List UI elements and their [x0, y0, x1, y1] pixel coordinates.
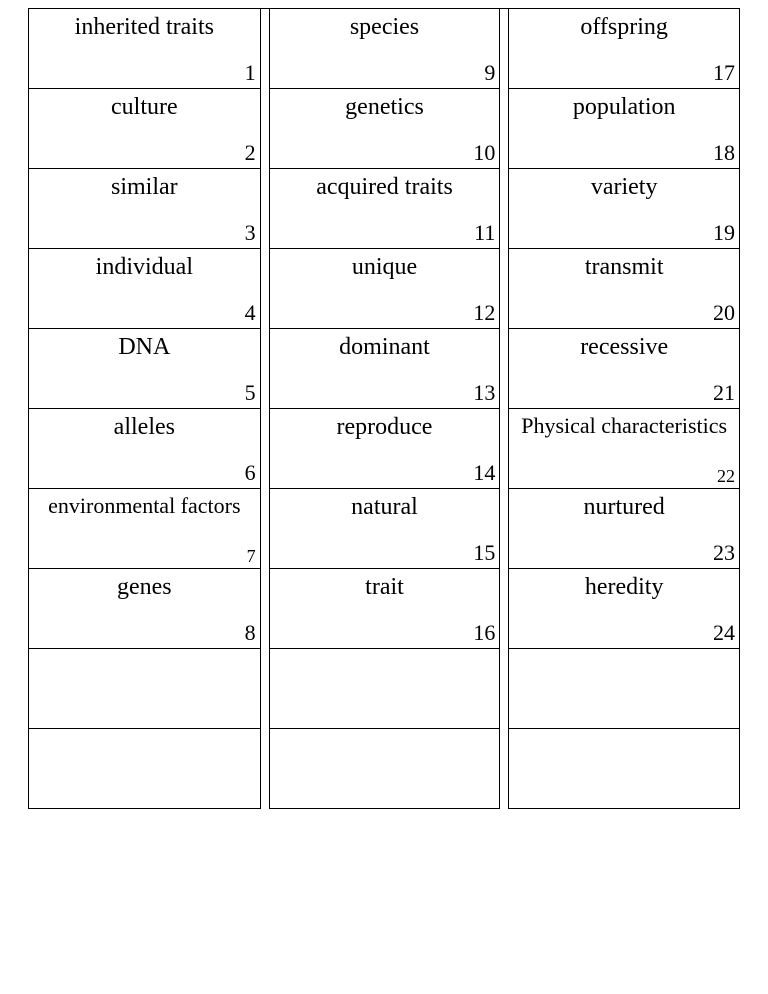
table-cell: reproduce 14	[269, 409, 501, 489]
cell-number: 20	[713, 300, 735, 326]
table-cell: nurtured 23	[508, 489, 740, 569]
cell-term: alleles	[114, 413, 175, 441]
cell-term: DNA	[118, 333, 170, 361]
vocab-table: inherited traits 1 species 9 offspring 17 cult…	[28, 8, 740, 809]
cell-number: 9	[484, 60, 495, 86]
table-cell: unique 12	[269, 249, 501, 329]
table-cell: individual 4	[29, 249, 261, 329]
table-cell	[508, 649, 740, 729]
table-cell: DNA 5	[29, 329, 261, 409]
table-cell	[29, 649, 261, 729]
table-cell: acquired traits 11	[269, 169, 501, 249]
table-cell: species 9	[269, 9, 501, 89]
table-cell	[508, 729, 740, 809]
table-cell	[269, 729, 501, 809]
table-cell: genes 8	[29, 569, 261, 649]
table-cell	[269, 649, 501, 729]
cell-number: 15	[473, 540, 495, 566]
cell-term: culture	[111, 93, 178, 121]
page: inherited traits 1 species 9 offspring 17 cult…	[0, 0, 768, 809]
cell-number: 7	[247, 546, 256, 567]
table-cell: dominant 13	[269, 329, 501, 409]
cell-term: trait	[365, 573, 404, 601]
cell-term: heredity	[585, 573, 664, 601]
cell-term: natural	[351, 493, 418, 521]
cell-term: offspring	[580, 13, 668, 41]
cell-number: 1	[245, 60, 256, 86]
cell-number: 18	[713, 140, 735, 166]
cell-number: 23	[713, 540, 735, 566]
cell-term: variety	[591, 173, 658, 201]
table-cell	[29, 729, 261, 809]
cell-term: genes	[117, 573, 172, 601]
cell-term: Physical characteristics	[521, 413, 727, 439]
cell-number: 24	[713, 620, 735, 646]
cell-number: 5	[245, 380, 256, 406]
table-cell: Physical characteristics 22	[508, 409, 740, 489]
cell-term: species	[350, 13, 419, 41]
cell-number: 14	[473, 460, 495, 486]
table-cell: inherited traits 1	[29, 9, 261, 89]
table-cell: offspring 17	[508, 9, 740, 89]
cell-number: 2	[245, 140, 256, 166]
table-cell: natural 15	[269, 489, 501, 569]
cell-number: 3	[245, 220, 256, 246]
cell-number: 6	[245, 460, 256, 486]
table-cell: variety 19	[508, 169, 740, 249]
cell-term: similar	[111, 173, 178, 201]
cell-number: 16	[473, 620, 495, 646]
table-cell: environmental factors 7	[29, 489, 261, 569]
cell-number: 19	[713, 220, 735, 246]
cell-number: 11	[474, 220, 495, 246]
table-cell: heredity 24	[508, 569, 740, 649]
cell-term: environmental factors	[48, 493, 240, 519]
cell-term: recessive	[580, 333, 668, 361]
cell-number: 10	[473, 140, 495, 166]
table-cell: alleles 6	[29, 409, 261, 489]
cell-term: individual	[96, 253, 193, 281]
table-cell: transmit 20	[508, 249, 740, 329]
table-cell: culture 2	[29, 89, 261, 169]
cell-number: 17	[713, 60, 735, 86]
cell-term: transmit	[585, 253, 664, 281]
table-cell: trait 16	[269, 569, 501, 649]
cell-number: 21	[713, 380, 735, 406]
table-cell: genetics 10	[269, 89, 501, 169]
cell-term: acquired traits	[316, 173, 453, 201]
table-cell: population 18	[508, 89, 740, 169]
cell-number: 8	[245, 620, 256, 646]
table-cell: recessive 21	[508, 329, 740, 409]
cell-term: unique	[352, 253, 417, 281]
cell-number: 12	[473, 300, 495, 326]
cell-term: population	[573, 93, 676, 121]
cell-term: dominant	[339, 333, 430, 361]
cell-term: genetics	[345, 93, 424, 121]
cell-term: inherited traits	[75, 13, 214, 41]
cell-number: 22	[717, 466, 735, 487]
table-cell: similar 3	[29, 169, 261, 249]
cell-term: reproduce	[337, 413, 433, 441]
cell-term: nurtured	[584, 493, 665, 521]
cell-number: 4	[245, 300, 256, 326]
cell-number: 13	[473, 380, 495, 406]
